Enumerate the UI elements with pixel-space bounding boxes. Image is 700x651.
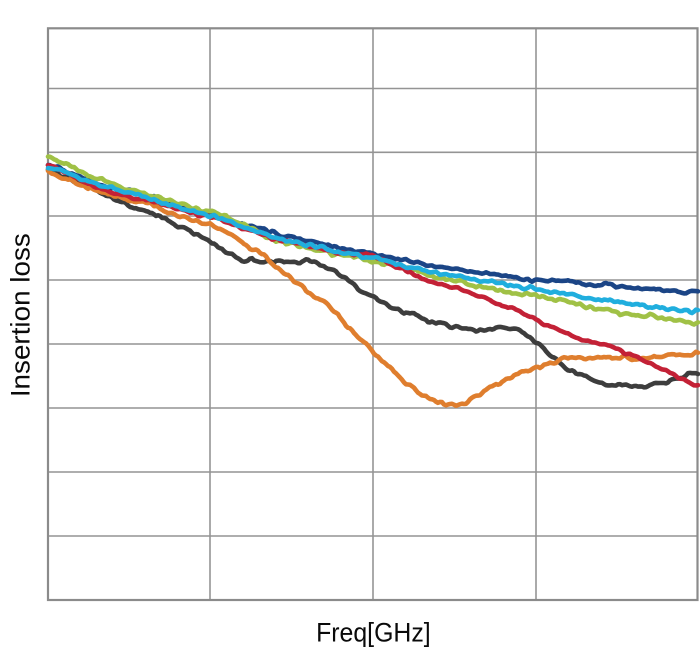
svg-text:Freq[GHz]: Freq[GHz] [316,618,431,648]
svg-text:Insertion loss: Insertion loss [6,233,36,397]
